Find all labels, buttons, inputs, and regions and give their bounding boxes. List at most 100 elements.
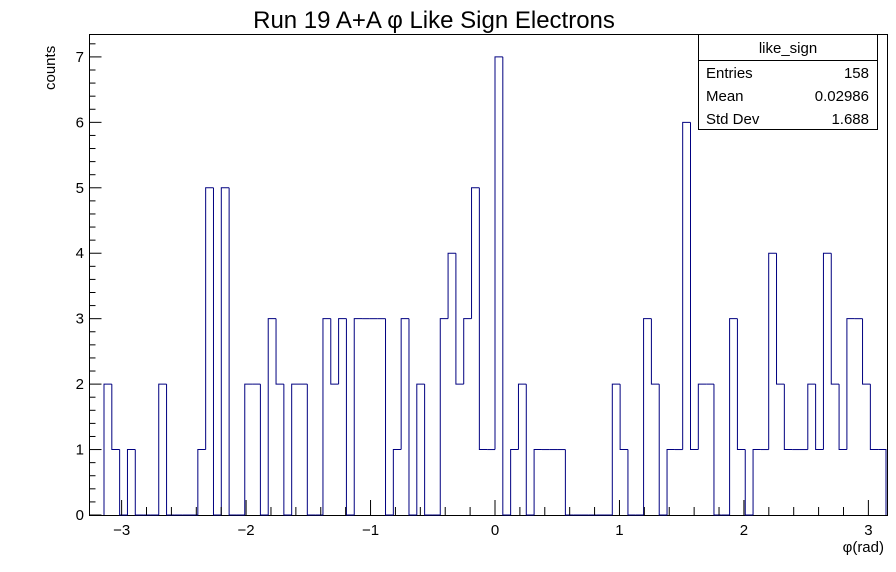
x-tick-label: −3 [113,522,130,539]
histogram-bin [822,252,832,450]
histogram-bin [807,383,816,450]
histogram-bin [729,318,738,515]
histogram-bin [322,318,331,515]
histogram-bin [627,449,636,516]
histogram-bin [244,383,253,515]
plot-frame [89,34,888,516]
histogram-bin [736,318,746,451]
stats-stddev-label: Std Dev [706,111,760,128]
stats-entries-value: 158 [844,65,869,82]
y-tick-label: 1 [76,442,84,459]
histogram-bin [103,383,112,515]
histogram-bin [619,384,628,451]
y-tick-label: 6 [76,114,84,131]
histogram-bin [869,384,879,451]
stats-mean-value: 0.02986 [815,88,869,105]
histogram-bin [650,318,660,385]
y-tick-label: 0 [76,507,84,524]
histogram-bin [878,449,887,515]
histogram-bin [212,187,222,516]
histogram-bin [353,318,363,515]
histogram-bin [744,449,754,516]
chart-title: Run 19 A+A φ Like Sign Electrons [253,7,615,34]
histogram-bin [416,383,425,515]
histogram-bin [408,318,417,516]
histogram-bin [666,449,675,515]
histogram-bin [228,187,237,516]
histogram-bin [752,449,761,515]
histogram-bin [330,318,339,385]
stats-box-frame [698,34,878,130]
histogram-bin [682,121,691,450]
histogram-bin [439,318,449,515]
x-tick-label: 3 [864,522,872,539]
y-tick-label: 4 [76,245,84,262]
histogram-bin [564,449,574,516]
histogram-bin [345,318,355,516]
histogram-bin [220,187,230,515]
histogram-bin [525,384,535,516]
histogram-bin [259,384,269,516]
histogram-bin [424,384,433,516]
histogram-bin [197,449,206,515]
histogram-bin [690,122,699,451]
histogram-bin [291,383,300,515]
y-axis-label: counts [42,46,59,90]
y-tick-label: 2 [76,376,84,393]
histogram-bin [643,318,652,515]
histogram-bin [862,318,871,385]
histogram-bin [267,318,277,515]
histogram-bin [338,318,347,385]
histogram-bin [463,318,472,385]
histogram-bin [134,449,144,516]
histogram-bin [697,383,707,450]
histogram-bin [385,318,394,516]
stats-mean-label: Mean [706,88,744,105]
histogram-bin [306,384,316,516]
histogram-bin [838,384,847,451]
histogram-bin [510,449,519,515]
x-tick-label: 2 [740,522,748,539]
x-tick-label: −2 [238,522,255,539]
histogram-bin [502,56,511,516]
histogram-bin [783,384,793,451]
histogram-bin [447,252,456,319]
x-axis-label: φ(rad) [843,539,884,556]
histogram-bin [400,318,409,450]
y-tick-label: 7 [76,49,84,66]
histogram-bin [713,384,722,516]
histogram-bin [111,384,120,451]
histogram-bin [275,318,284,385]
histogram-bin [392,449,402,515]
histogram-bin [119,449,128,516]
histogram-bin [815,384,824,451]
histogram-bin [126,449,136,515]
histogram-bin [533,449,542,515]
histogram-bin [455,253,464,385]
stats-stddev-value: 1.688 [831,111,869,128]
x-tick-label: 0 [491,522,499,539]
stats-box: like_sign Entries 158 Mean 0.02986 Std D… [698,34,878,130]
histogram-bin [776,253,785,385]
x-tick-label: 1 [615,522,623,539]
histogram-bin [478,187,488,451]
histogram-bin [768,252,777,450]
axes-layer: 0 1 2 3 4 5 6 7 −3 −2 −1 0 1 2 3 [76,43,873,539]
histogram-bin [658,384,668,516]
stats-box-title: like_sign [759,40,817,57]
histogram-bin [846,318,855,450]
histogram-bin [494,56,503,450]
histogram-bin [517,383,527,450]
y-tick-label: 3 [76,311,84,328]
histogram-bin [166,384,175,516]
histogram-bin [830,253,840,385]
histogram-bin [283,384,292,516]
histogram-bin [205,187,214,450]
x-tick-label: −1 [362,522,379,539]
y-tick-label: 5 [76,180,84,197]
histogram-layer [103,56,887,516]
stats-entries-label: Entries [706,65,753,82]
histogram-bin [611,383,621,515]
histogram-bin [471,187,480,319]
